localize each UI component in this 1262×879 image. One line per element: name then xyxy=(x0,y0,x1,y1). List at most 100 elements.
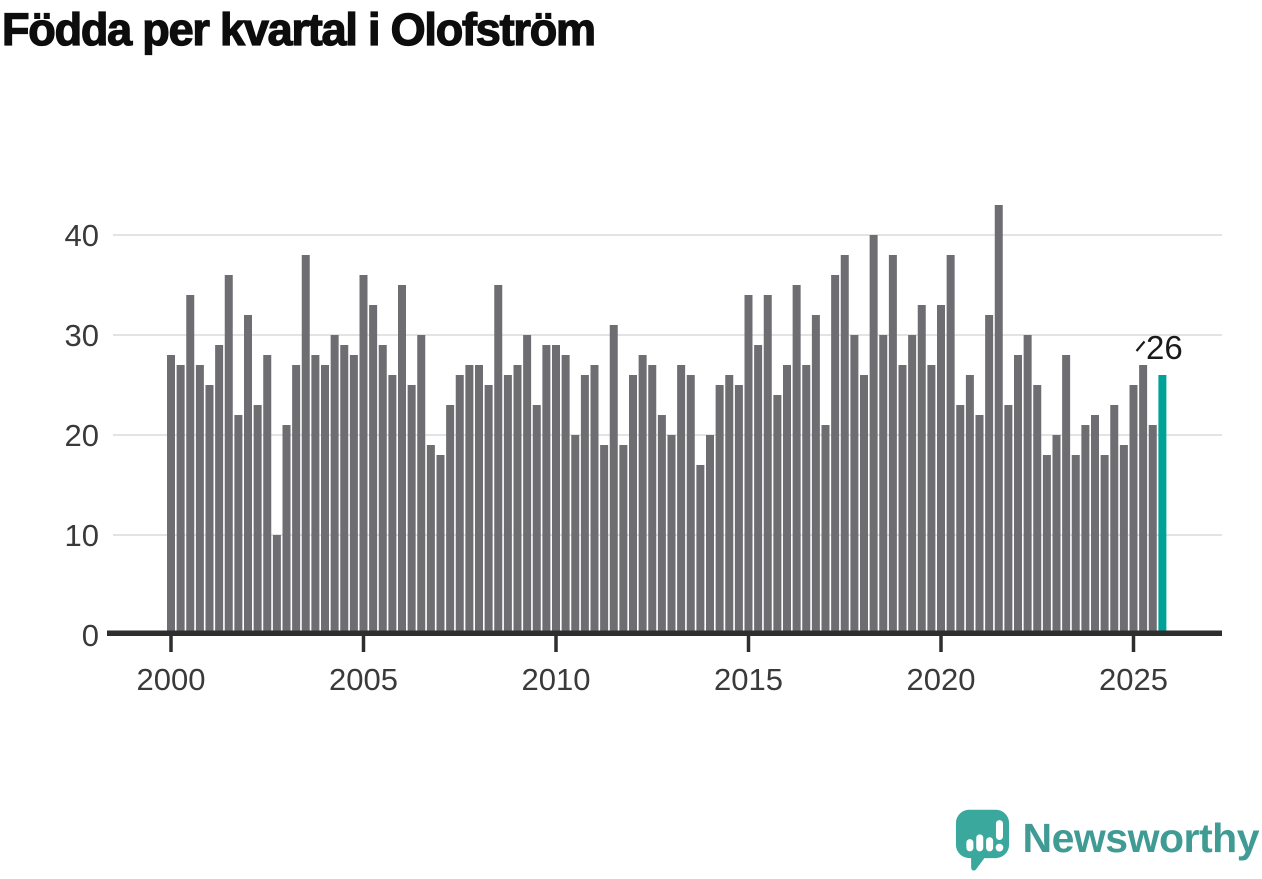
x-tick-label-2025: 2025 xyxy=(1099,662,1168,697)
bar-2001-q3 xyxy=(224,275,233,636)
bar-2004-q1 xyxy=(321,365,329,636)
bar-2019-q1 xyxy=(898,365,907,636)
bar-2004-q2 xyxy=(330,335,339,636)
y-tick-label-40: 40 xyxy=(65,218,99,253)
y-tick-label-0: 0 xyxy=(82,618,99,653)
y-tick-label-20: 20 xyxy=(65,418,99,453)
bar-2017-q1 xyxy=(821,425,830,636)
bar-2023-q4 xyxy=(1081,425,1090,636)
y-tick-label-30: 30 xyxy=(65,318,99,353)
bar-2010-q3 xyxy=(571,435,580,636)
bar-2023-q1 xyxy=(1052,435,1061,636)
bar-2012-q1 xyxy=(629,375,637,636)
bar-2017-q2 xyxy=(831,275,840,636)
bar-2020-q1 xyxy=(937,305,945,636)
bar-2005-q3 xyxy=(378,345,387,636)
bar-2002-q3 xyxy=(263,355,272,636)
bar-2016-q3 xyxy=(802,365,811,636)
bar-2005-q2 xyxy=(369,305,378,636)
bar-2015-q2 xyxy=(754,345,763,636)
bar-2022-q3 xyxy=(1033,385,1042,636)
bar-2000-q2 xyxy=(176,365,185,636)
highlight-value-label: 26 xyxy=(1146,329,1183,366)
bar-2023-q2 xyxy=(1062,355,1071,636)
bar-2007-q4 xyxy=(465,365,474,636)
bar-2015-q1 xyxy=(744,295,753,636)
x-tick-label-2010: 2010 xyxy=(522,662,591,697)
bar-2012-q3 xyxy=(648,365,657,636)
bar-2022-q4 xyxy=(1042,455,1051,636)
bar-2018-q1 xyxy=(860,375,868,636)
bar-2020-q4 xyxy=(965,375,974,636)
logo-exclamation-stem xyxy=(995,820,1003,841)
bar-2014-q1 xyxy=(706,435,714,636)
bar-2010-q2 xyxy=(561,355,570,636)
bar-2025-q1 xyxy=(1129,385,1138,636)
annotation-leader-line xyxy=(1135,340,1146,352)
bar-2002-q4 xyxy=(272,535,281,636)
bar-2011-q2 xyxy=(600,445,609,636)
bar-2016-q1 xyxy=(783,365,791,636)
bar-2006-q2 xyxy=(407,385,416,636)
newsworthy-logo-text: Newsworthy xyxy=(1022,814,1260,861)
bar-2019-q3 xyxy=(917,305,926,636)
bar-2003-q4 xyxy=(311,355,320,636)
bar-2024-q4 xyxy=(1119,445,1128,636)
bar-2016-q4 xyxy=(811,315,820,636)
bar-2021-q1 xyxy=(975,415,984,636)
bar-2013-q1 xyxy=(667,435,676,636)
bar-2021-q2 xyxy=(985,315,994,636)
bar-2009-q1 xyxy=(513,365,522,636)
x-tick-label-2015: 2015 xyxy=(714,662,783,697)
bar-2006-q3 xyxy=(417,335,426,636)
bar-2008-q2 xyxy=(484,385,493,636)
bar-2003-q1 xyxy=(282,425,291,636)
chart-title: Födda per kvartal i Olofström xyxy=(1,3,596,55)
bar-2004-q3 xyxy=(340,345,349,636)
bar-2000-q3 xyxy=(186,295,195,636)
bar-2015-q3 xyxy=(763,295,772,636)
bar-2001-q4 xyxy=(234,415,243,636)
bar-2010-q4 xyxy=(580,375,589,636)
bar-2013-q3 xyxy=(686,375,695,636)
bar-2017-q3 xyxy=(840,255,849,636)
bar-2009-q3 xyxy=(532,405,541,636)
bar-2011-q1 xyxy=(590,365,599,636)
bar-2007-q1 xyxy=(436,455,445,636)
bar-2021-q4 xyxy=(1004,405,1013,636)
bar-2021-q3 xyxy=(994,205,1003,636)
bar-2014-q3 xyxy=(725,375,734,636)
bar-2018-q3 xyxy=(879,335,888,636)
bar-2019-q4 xyxy=(927,365,936,636)
bar-2016-q2 xyxy=(792,285,801,636)
bar-2012-q2 xyxy=(638,355,647,636)
bar-2020-q3 xyxy=(956,405,965,636)
bar-2017-q4 xyxy=(850,335,859,636)
bar-2013-q2 xyxy=(677,365,686,636)
bar-2004-q4 xyxy=(349,355,358,636)
bar-2018-q2 xyxy=(869,235,878,636)
bar-2013-q4 xyxy=(696,465,705,636)
bar-2011-q3 xyxy=(609,325,618,636)
bar-2008-q3 xyxy=(494,285,503,636)
bar-2005-q1 xyxy=(359,275,368,636)
bar-2023-q3 xyxy=(1071,455,1080,636)
bar-2009-q4 xyxy=(542,345,551,636)
bar-2018-q4 xyxy=(888,255,897,636)
bar-2008-q4 xyxy=(503,375,512,636)
x-axis-line xyxy=(107,630,1222,636)
x-tick-label-2005: 2005 xyxy=(329,662,398,697)
bar-2019-q2 xyxy=(908,335,917,636)
bar-2020-q2 xyxy=(946,255,955,636)
bar-2001-q2 xyxy=(215,345,224,636)
x-tick-label-2000: 2000 xyxy=(137,662,206,697)
bar-2012-q4 xyxy=(657,415,666,636)
bar-2007-q3 xyxy=(455,375,464,636)
bar-2024-q3 xyxy=(1110,405,1119,636)
bar-2024-q2 xyxy=(1100,455,1109,636)
bar-2025-q3 xyxy=(1148,425,1157,636)
bar-2003-q3 xyxy=(301,255,310,636)
bar-2003-q2 xyxy=(292,365,301,636)
newsworthy-logo: Newsworthy xyxy=(955,808,1260,874)
